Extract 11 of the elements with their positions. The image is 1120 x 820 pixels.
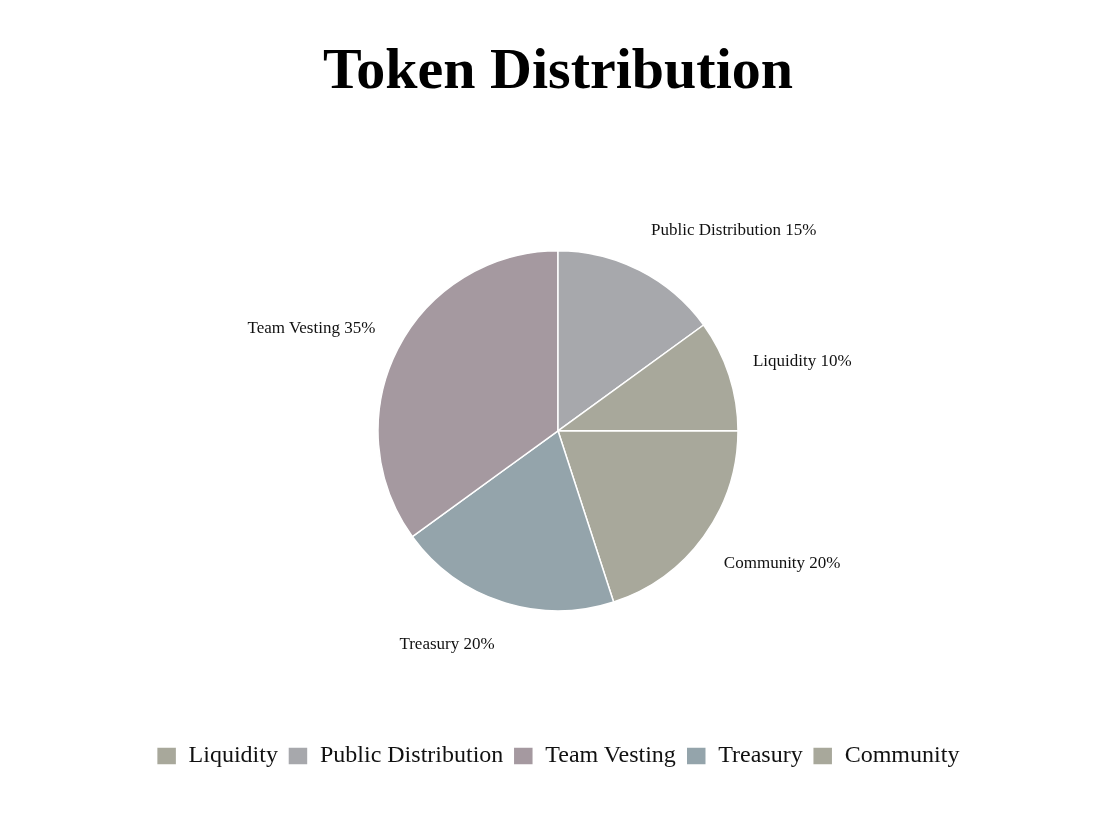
legend-label: Public Distribution xyxy=(319,741,504,768)
category-label: Community 20% xyxy=(723,552,841,572)
chart-title: Token Distribution xyxy=(322,35,794,101)
legend-label: Team Vesting xyxy=(545,741,676,768)
category-label: Public Distribution 15% xyxy=(651,219,817,239)
category-label: Treasury 20% xyxy=(399,634,495,654)
category-label: Liquidity 10% xyxy=(752,350,852,370)
legend-label: Community xyxy=(844,741,960,768)
legend-label: Treasury xyxy=(718,741,803,768)
category-label: Team Vesting 35% xyxy=(247,318,376,338)
legend-label: Liquidity xyxy=(188,741,278,768)
